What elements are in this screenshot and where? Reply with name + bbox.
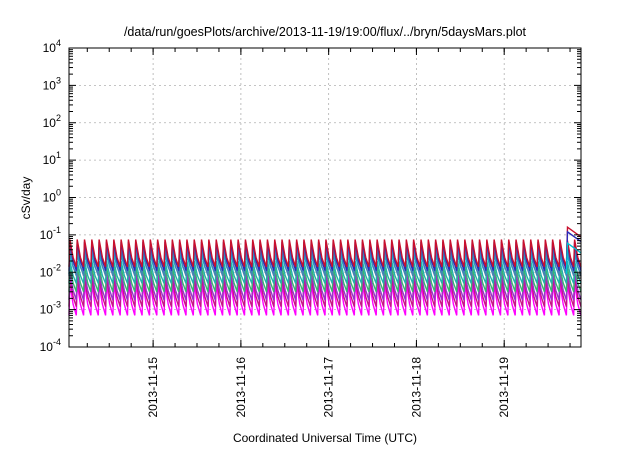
y-tick-label: 10-4 <box>40 337 61 354</box>
series-layer <box>68 225 582 316</box>
y-tick-label: 10-3 <box>40 300 61 317</box>
y-tick-label: 102 <box>43 113 61 130</box>
y-axis-label: cSv/day <box>19 177 33 220</box>
y-tick-label: 101 <box>43 150 61 167</box>
x-tick-label: 2013-11-18 <box>409 357 423 418</box>
chart-title: /data/run/goesPlots/archive/2013-11-19/1… <box>124 25 527 39</box>
x-tick-label: 2013-11-19 <box>497 357 511 418</box>
series-flare <box>565 241 582 275</box>
y-tick-label: 100 <box>43 188 61 205</box>
y-tick-label: 10-1 <box>40 225 61 242</box>
x-tick-label: 2013-11-15 <box>146 357 160 418</box>
x-tick-label: 2013-11-17 <box>322 357 336 418</box>
x-axis-label: Coordinated Universal Time (UTC) <box>233 431 417 445</box>
y-tick-label: 103 <box>43 75 61 92</box>
x-tick-label: 2013-11-16 <box>234 357 248 418</box>
y-axis: 104 103 102 101 100 10-1 10-2 10-3 10-4 <box>40 38 581 354</box>
series-line <box>68 239 582 268</box>
y-tick-label: 104 <box>43 38 61 55</box>
x-axis: 2013-11-15 2013-11-16 2013-11-17 2013-11-18… <box>86 48 571 418</box>
y-tick-label: 10-2 <box>40 262 61 279</box>
